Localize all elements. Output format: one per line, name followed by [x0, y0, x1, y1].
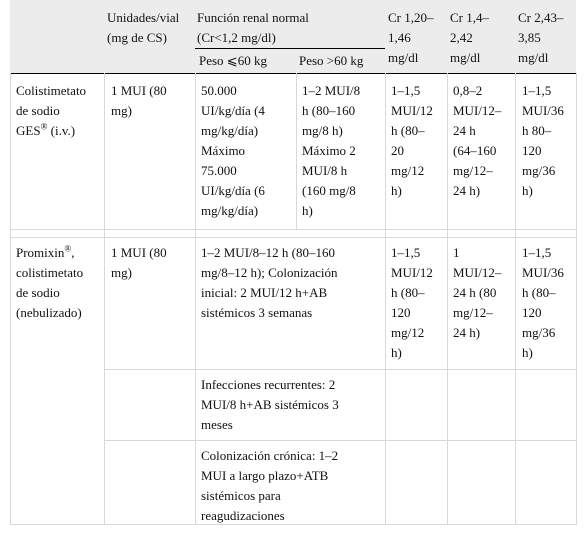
grid-bottom-border	[10, 524, 576, 525]
header-units: Unidades/vial (mg de CS)	[107, 10, 180, 45]
header-weight-high: Peso >60 kg	[299, 53, 364, 68]
dose-cr-range-1: 1–1,5 MUI/12 h (80– 120 mg/12 h)	[391, 245, 433, 360]
dose-cr-range-3: 1–1,5 MUI/36 h (80– 120 mg/36 h)	[522, 245, 564, 360]
dose-cr-range-1: 1–1,5 MUI/12 h (80– 20 mg/12 h)	[391, 83, 433, 198]
registered-mark: ®	[64, 243, 72, 254]
dose-recurrent-infections: Infecciones recurrentes: 2 MUI/8 h+AB si…	[201, 377, 339, 432]
dose-normal-renal: 1–2 MUI/8–12 h (80–160 mg/8–12 h); Colon…	[201, 245, 338, 320]
header-bottom-rule	[10, 73, 576, 74]
drug-name-nebulized: Promixin®, colistimetato de sodio (nebul…	[16, 243, 104, 323]
header-cr-range-2: Cr 1,4– 2,42 mg/dl	[450, 10, 489, 65]
grid-col-divider	[447, 73, 448, 525]
drug-route: (i.v.)	[47, 123, 76, 138]
drug-route: , colistimetato de sodio (nebulizado)	[16, 245, 84, 320]
dose-weight-low: 50.000 UI/kg/día (4 mg/kg/día) Máximo 75…	[201, 83, 265, 218]
grid-col-divider	[104, 73, 105, 525]
grid-right-border	[576, 73, 577, 525]
dose-cr-range-3: 1–1,5 MUI/36 h 80– 120 mg/36 h)	[522, 83, 564, 198]
header-weight-low: Peso ⩽60 kg	[199, 53, 267, 68]
units-per-vial: 1 MUI (80 mg)	[111, 245, 167, 280]
dose-cr-range-2: 0,8–2 MUI/12– 24 h (64–160 mg/12– 24 h)	[453, 83, 502, 198]
drug-name-part: Promixin	[16, 245, 65, 260]
header-normal-renal: Función renal normal (Cr<1,2 mg/dl)	[197, 10, 309, 45]
header-cr-range-3: Cr 2,43– 3,85 mg/dl	[518, 10, 564, 65]
header-cr-range-1: Cr 1,20– 1,46 mg/dl	[388, 10, 434, 65]
grid-row-divider	[10, 237, 576, 238]
table-header-background	[10, 0, 576, 73]
grid-row-divider	[10, 229, 576, 230]
grid-col-divider	[515, 73, 516, 525]
registered-mark: ®	[40, 121, 48, 132]
grid-col-divider	[195, 73, 196, 525]
drug-name-part: Colistimetato de sodio GES	[16, 83, 87, 138]
grid-row-divider	[104, 369, 576, 370]
grid-col-divider	[296, 73, 297, 229]
header-subrule	[195, 48, 385, 49]
grid-col-divider	[385, 73, 386, 525]
grid-left-border	[10, 73, 11, 525]
dose-chronic-colonization: Colonización crónica: 1–2 MUI a largo pl…	[201, 448, 339, 523]
dose-cr-range-2: 1 MUI/12– 24 h (80 mg/12– 24 h)	[453, 245, 502, 340]
grid-row-divider	[104, 440, 576, 441]
units-per-vial: 1 MUI (80 mg)	[111, 83, 167, 118]
dose-weight-high: 1–2 MUI/8 h (80–160 mg/8 h) Máximo 2 MUI…	[302, 83, 361, 218]
drug-name-iv: Colistimetato de sodio GES® (i.v.)	[16, 81, 104, 141]
